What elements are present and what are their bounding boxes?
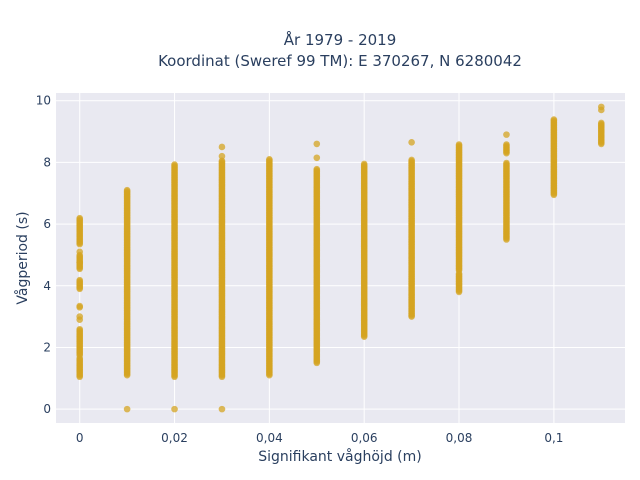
x-tick-label: 0,08	[446, 431, 473, 445]
data-point	[408, 156, 415, 164]
x-tick-label: 0,06	[351, 431, 378, 445]
y-tick-label: 10	[36, 94, 51, 108]
data-point	[455, 141, 463, 148]
x-axis-ticks: 0 0,02 0,04 0,06 0,08 0,1	[76, 431, 564, 445]
data-point	[597, 103, 605, 111]
data-point	[76, 259, 84, 266]
data-point	[313, 165, 321, 173]
data-point	[76, 302, 84, 310]
data-point	[76, 248, 84, 256]
data-point	[597, 119, 605, 127]
chart-title-line-1: År 1979 - 2019	[284, 30, 397, 49]
data-point	[266, 156, 273, 163]
data-point	[123, 186, 131, 194]
y-tick-label: 6	[43, 217, 51, 231]
x-tick-label: 0	[76, 431, 84, 445]
data-point	[171, 161, 178, 168]
data-point	[171, 405, 178, 413]
data-points	[76, 103, 605, 413]
y-tick-label: 8	[43, 155, 51, 169]
y-tick-label: 4	[43, 279, 51, 293]
y-axis-ticks: 0 2 4 6 8 10	[36, 94, 51, 416]
plot-area	[56, 93, 625, 423]
data-point	[123, 405, 131, 413]
data-point	[76, 325, 84, 333]
data-point	[503, 131, 510, 138]
data-point	[360, 160, 368, 168]
data-point	[550, 116, 558, 123]
data-point	[408, 139, 415, 146]
data-point	[218, 143, 226, 151]
x-axis-label: Signifikant våghöjd (m)	[258, 448, 421, 465]
x-tick-label: 0,1	[544, 431, 563, 445]
x-tick-label: 0,02	[161, 431, 188, 445]
data-point	[313, 140, 321, 148]
data-point	[76, 276, 84, 284]
data-point	[218, 405, 226, 413]
data-point	[503, 141, 510, 148]
y-axis-label: Vågperiod (s)	[14, 211, 31, 304]
x-tick-label: 0,04	[256, 431, 283, 445]
y-tick-label: 0	[43, 402, 51, 416]
data-point	[218, 157, 226, 165]
data-point	[76, 313, 84, 320]
data-point	[76, 214, 84, 222]
data-point	[313, 154, 321, 162]
chart-title-line-2: Koordinat (Sweref 99 TM): E 370267, N 62…	[158, 52, 522, 70]
data-point	[218, 152, 226, 160]
data-point	[503, 159, 510, 167]
y-tick-label: 2	[43, 340, 51, 354]
